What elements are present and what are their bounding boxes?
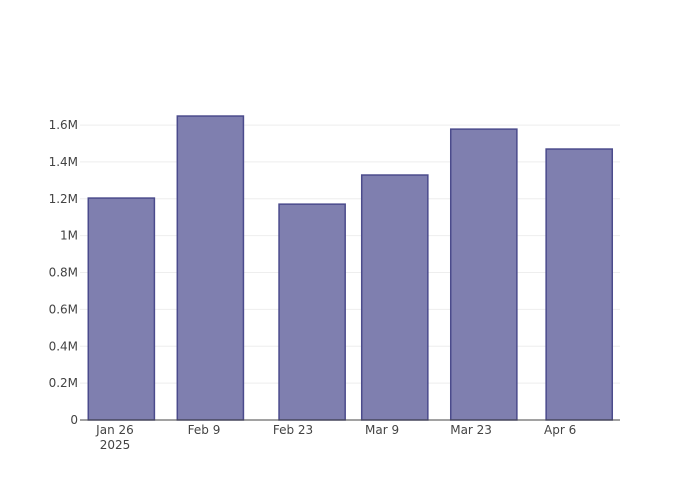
x-tick-label: Feb 23 xyxy=(273,423,313,437)
x-tick-label: Mar 9 xyxy=(365,423,399,437)
x-tick-label: Mar 23 xyxy=(450,423,492,437)
y-tick-label: 1.6M xyxy=(49,118,78,132)
y-tick-label: 0 xyxy=(70,413,78,427)
bar xyxy=(545,148,614,421)
bar xyxy=(449,128,518,421)
bar xyxy=(278,203,346,421)
y-tick-label: 1.2M xyxy=(49,191,78,205)
y-tick-label: 0.2M xyxy=(49,376,78,390)
bar xyxy=(87,197,156,421)
y-tick-label: 0.8M xyxy=(49,265,78,279)
y-tick-label: 1.4M xyxy=(49,154,78,168)
bar xyxy=(176,115,245,421)
y-tick-label: 0.6M xyxy=(49,302,78,316)
bar xyxy=(360,174,429,421)
y-tick-label: 0.4M xyxy=(49,339,78,353)
y-tick-label: 1M xyxy=(60,228,78,242)
x-tick-label: Feb 9 xyxy=(188,423,221,437)
x-tick-label: Jan 26 2025 xyxy=(95,423,134,452)
x-tick-label: Apr 6 xyxy=(544,423,576,437)
